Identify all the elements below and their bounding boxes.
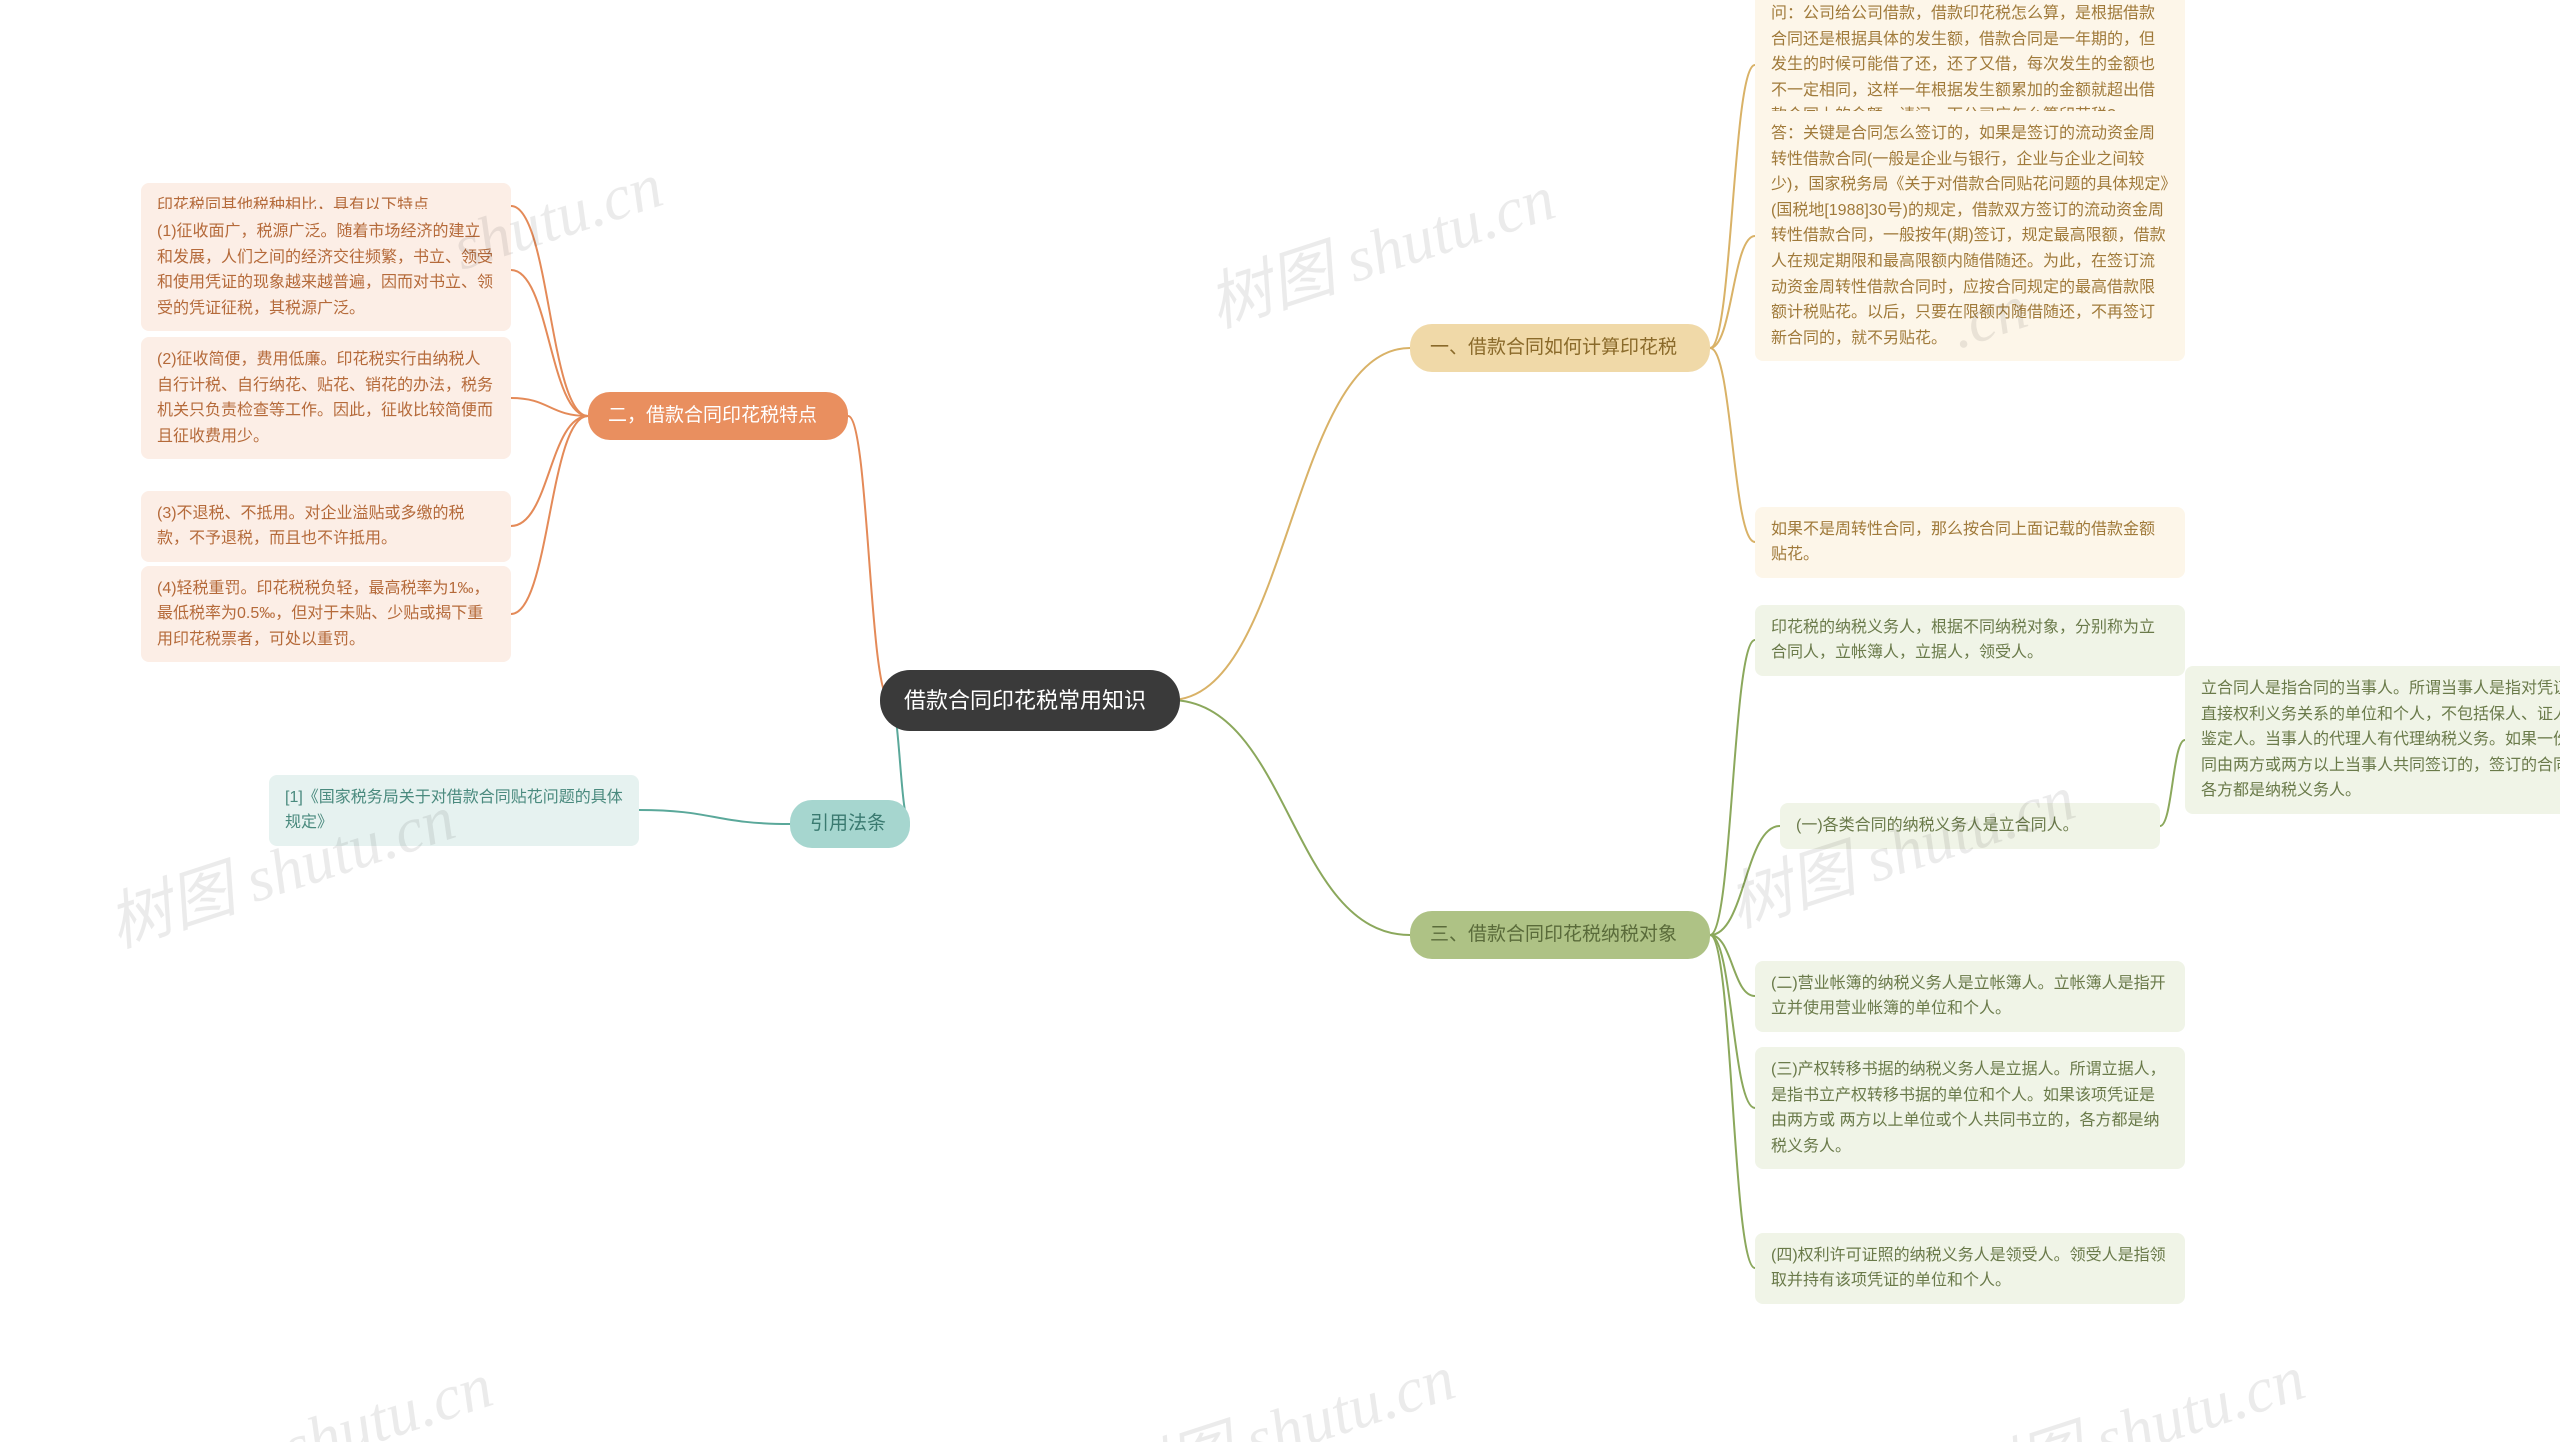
leaf-b2-3[interactable]: (3)不退税、不抵用。对企业溢贴或多缴的税款，不予退税，而且也不许抵用。 [141, 491, 511, 562]
watermark: 树图 shutu.cn [1095, 1327, 1465, 1442]
leaf-b1-2[interactable]: 如果不是周转性合同，那么按合同上面记载的借款金额贴花。 [1755, 507, 2185, 578]
leaf-b3-1[interactable]: (一)各类合同的纳税义务人是立合同人。 [1780, 803, 2160, 849]
leaf-b3-4[interactable]: (四)权利许可证照的纳税义务人是领受人。领受人是指领取并持有该项凭证的单位和个人… [1755, 1233, 2185, 1304]
branch-b2[interactable]: 二，借款合同印花税特点 [588, 392, 848, 441]
watermark: 树图 shutu.cn [1945, 1327, 2315, 1442]
branch-b1[interactable]: 一、借款合同如何计算印花税 [1410, 324, 1710, 373]
watermark: shutu.cn [274, 1349, 501, 1442]
watermark: 树图 shutu.cn [1195, 147, 1565, 345]
leaf-b3-0[interactable]: 印花税的纳税义务人，根据不同纳税对象，分别称为立合同人，立帐簿人，立据人，领受人… [1755, 605, 2185, 676]
root-node[interactable]: 借款合同印花税常用知识 [880, 670, 1180, 731]
leaf-b3-1-child[interactable]: 立合同人是指合同的当事人。所谓当事人是指对凭证有直接权利义务关系的单位和个人，不… [2185, 666, 2560, 814]
leaf-b3-2[interactable]: (二)营业帐簿的纳税义务人是立帐簿人。立帐簿人是指开立并使用营业帐簿的单位和个人… [1755, 961, 2185, 1032]
branch-b3[interactable]: 三、借款合同印花税纳税对象 [1410, 911, 1710, 960]
leaf-b3-3[interactable]: (三)产权转移书据的纳税义务人是立据人。所谓立据人，是指书立产权转移书据的单位和… [1755, 1047, 2185, 1169]
leaf-b2-2[interactable]: (2)征收简便，费用低廉。印花税实行由纳税人自行计税、自行纳花、贴花、销花的办法… [141, 337, 511, 459]
leaf-b2-4[interactable]: (4)轻税重罚。印花税税负轻，最高税率为1‰，最低税率为0.5‰，但对于未贴、少… [141, 566, 511, 663]
branch-bref[interactable]: 引用法条 [790, 800, 910, 849]
leaf-b2-1[interactable]: (1)征收面广，税源广泛。随着市场经济的建立和发展，人们之间的经济交往频繁，书立… [141, 209, 511, 331]
leaf-b1-1[interactable]: 答：关键是合同怎么签订的，如果是签订的流动资金周转性借款合同(一般是企业与银行，… [1755, 111, 2185, 361]
leaf-bref-0[interactable]: [1]《国家税务局关于对借款合同贴花问题的具体规定》 [269, 775, 639, 846]
